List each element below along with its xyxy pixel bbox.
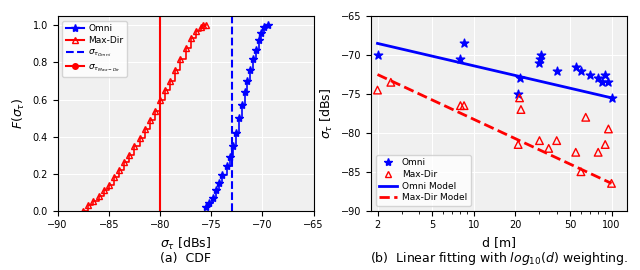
Legend: Omni, Max-Dir, $\sigma_{\tau_{Omni}}$, $\sigma_{\tau_{Max-Dir}}$: Omni, Max-Dir, $\sigma_{\tau_{Omni}}$, $… xyxy=(62,21,127,77)
Omni Model xyxy=(374,42,381,45)
X-axis label: $\sigma_{\tau}$ [dBs]: $\sigma_{\tau}$ [dBs] xyxy=(160,236,211,252)
Omni Model xyxy=(607,96,615,99)
Omni xyxy=(455,57,465,61)
Line: Omni Model: Omni Model xyxy=(378,43,611,98)
Omni xyxy=(552,69,562,73)
Omni xyxy=(571,65,581,69)
Max-Dir xyxy=(455,103,465,108)
Max-Dir xyxy=(516,107,526,112)
Max-Dir xyxy=(386,80,396,85)
Y-axis label: $\sigma_{\tau}$ [dBs]: $\sigma_{\tau}$ [dBs] xyxy=(319,88,335,139)
Max-Dir xyxy=(606,181,616,185)
Max-Dir xyxy=(552,139,562,143)
Omni xyxy=(372,53,383,57)
Text: (a)  CDF: (a) CDF xyxy=(160,252,211,265)
Omni xyxy=(536,53,547,57)
Max-Dir xyxy=(515,96,525,100)
Max-Dir xyxy=(534,139,545,143)
Omni xyxy=(604,80,614,85)
Omni xyxy=(596,80,607,85)
Line: Max-Dir Model: Max-Dir Model xyxy=(378,75,611,183)
Max-Dir xyxy=(604,127,614,131)
Max-Dir Model xyxy=(607,182,615,185)
Omni xyxy=(585,72,595,77)
Max-Dir xyxy=(513,142,524,147)
Omni xyxy=(534,61,545,65)
Omni xyxy=(600,72,611,77)
Omni xyxy=(515,76,525,80)
Max-Dir xyxy=(459,103,469,108)
Max-Dir xyxy=(543,146,554,151)
Omni xyxy=(593,76,604,80)
Max-Dir xyxy=(372,88,383,92)
Legend: Omni, Max-Dir, Omni Model, Max-Dir Model: Omni, Max-Dir, Omni Model, Max-Dir Model xyxy=(376,155,471,206)
Text: (b)  Linear fitting with $log_{10}(d)$ weighting.: (b) Linear fitting with $log_{10}(d)$ we… xyxy=(370,250,628,267)
Max-Dir Model xyxy=(374,73,381,76)
X-axis label: d [m]: d [m] xyxy=(482,236,516,249)
Omni xyxy=(535,57,545,61)
Max-Dir xyxy=(576,170,586,174)
Max-Dir xyxy=(593,150,604,154)
Max-Dir xyxy=(580,115,591,119)
Omni xyxy=(459,41,469,46)
Omni xyxy=(576,69,586,73)
Max-Dir xyxy=(600,142,611,147)
Omni xyxy=(513,92,524,96)
Omni xyxy=(606,96,616,100)
Y-axis label: $F(\sigma_{\tau})$: $F(\sigma_{\tau})$ xyxy=(11,98,27,129)
Max-Dir xyxy=(571,150,581,154)
